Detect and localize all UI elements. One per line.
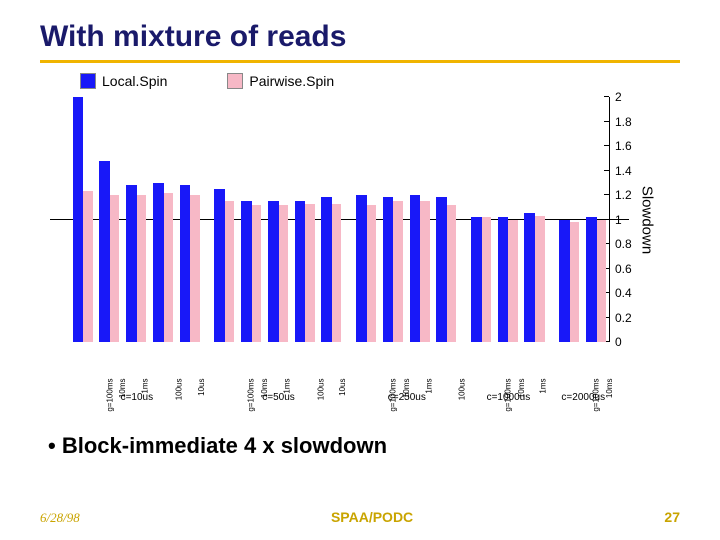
bar-pairwise bbox=[162, 193, 173, 342]
bullet-text: Block-immediate 4 x slowdown bbox=[62, 433, 387, 458]
y-tick-label: 0 bbox=[615, 335, 645, 349]
bar-pairwise bbox=[82, 191, 93, 342]
bar-local bbox=[498, 217, 509, 342]
bar-pairwise bbox=[419, 201, 430, 342]
bar-local bbox=[214, 189, 225, 342]
group-label: c=250us bbox=[388, 392, 426, 403]
legend-swatch-local bbox=[80, 73, 96, 89]
y-axis-label: Slowdown bbox=[638, 185, 655, 253]
bar-pairwise bbox=[392, 201, 403, 342]
x-tick-label: 10ms bbox=[605, 379, 614, 399]
bar-local bbox=[241, 201, 252, 342]
x-tick-label: 10us bbox=[338, 379, 347, 396]
y-tick-label: 1.4 bbox=[615, 164, 645, 178]
bar-local bbox=[99, 161, 110, 342]
bar-pairwise bbox=[365, 205, 376, 342]
bar-local bbox=[410, 195, 421, 342]
group-label: c=50us bbox=[262, 392, 295, 403]
bar-pairwise bbox=[250, 205, 261, 342]
legend-label-local: Local.Spin bbox=[102, 73, 167, 89]
slide-title: With mixture of reads bbox=[40, 20, 680, 54]
x-tick-label: 100us bbox=[458, 379, 467, 401]
y-tick-label: 1.6 bbox=[615, 139, 645, 153]
x-tick-label: 100us bbox=[174, 379, 183, 401]
bar-pairwise bbox=[304, 204, 315, 342]
group-label: c=2000us bbox=[561, 392, 605, 403]
bar-pairwise bbox=[277, 205, 288, 342]
bar-pairwise bbox=[569, 222, 580, 342]
bar-local bbox=[180, 185, 191, 342]
bar-local bbox=[356, 195, 367, 342]
bar-local bbox=[295, 201, 306, 342]
legend-item-local: Local.Spin bbox=[80, 73, 167, 89]
title-rule bbox=[40, 60, 680, 63]
bar-pairwise bbox=[534, 216, 545, 342]
y-tick-label: 0.6 bbox=[615, 262, 645, 276]
bar-pairwise bbox=[136, 195, 147, 342]
plot-area: 00.20.40.60.811.21.41.61.82 Slowdown bbox=[70, 97, 610, 342]
bar-local bbox=[126, 185, 137, 342]
x-tick-label: 1ms bbox=[539, 379, 548, 394]
bars-layer bbox=[70, 97, 609, 342]
bar-local bbox=[586, 217, 597, 342]
footer-center: SPAA/PODC bbox=[331, 509, 413, 525]
chart-container: Local.Spin Pairwise.Spin 00.20.40.60.811… bbox=[40, 73, 680, 413]
bar-local bbox=[436, 197, 447, 342]
group-label: c=1000us bbox=[487, 392, 531, 403]
slide: With mixture of reads Local.Spin Pairwis… bbox=[0, 0, 720, 540]
bar-local bbox=[524, 213, 535, 342]
bar-local bbox=[153, 183, 164, 342]
bar-pairwise bbox=[507, 220, 518, 343]
footer: 6/28/98 SPAA/PODC 27 bbox=[40, 509, 680, 526]
y-tick-label: 2 bbox=[615, 90, 645, 104]
bar-local bbox=[559, 220, 570, 343]
bar-pairwise bbox=[595, 220, 606, 343]
x-labels: g=100ms10ms1ms100us10usg=100ms10ms1ms100… bbox=[70, 346, 610, 401]
group-label: c=10us bbox=[121, 392, 154, 403]
x-tick-label: 100us bbox=[316, 379, 325, 401]
bar-local bbox=[471, 217, 482, 342]
legend-item-pair: Pairwise.Spin bbox=[227, 73, 334, 89]
y-tick-label: 1.8 bbox=[615, 115, 645, 129]
bullet-point: • Block-immediate 4 x slowdown bbox=[48, 433, 680, 459]
bar-local bbox=[321, 197, 332, 342]
legend-swatch-pair bbox=[227, 73, 243, 89]
y-tick-label: 0.4 bbox=[615, 286, 645, 300]
x-tick-label: g=100ms bbox=[247, 379, 256, 412]
bar-local bbox=[383, 197, 394, 342]
bar-pairwise bbox=[446, 205, 457, 342]
y-tick-label: 0.2 bbox=[615, 311, 645, 325]
bar-pairwise bbox=[189, 195, 200, 342]
legend-label-pair: Pairwise.Spin bbox=[249, 73, 334, 89]
bar-pairwise bbox=[224, 201, 235, 342]
bar-pairwise bbox=[331, 204, 342, 342]
bar-local bbox=[73, 97, 84, 342]
legend: Local.Spin Pairwise.Spin bbox=[80, 73, 334, 89]
bar-pairwise bbox=[109, 195, 120, 342]
bar-pairwise bbox=[480, 217, 491, 342]
footer-page: 27 bbox=[664, 509, 680, 525]
bar-local bbox=[268, 201, 279, 342]
footer-date: 6/28/98 bbox=[40, 510, 80, 526]
x-tick-label: 10us bbox=[196, 379, 205, 396]
x-tick-label: g=100ms bbox=[105, 379, 114, 412]
